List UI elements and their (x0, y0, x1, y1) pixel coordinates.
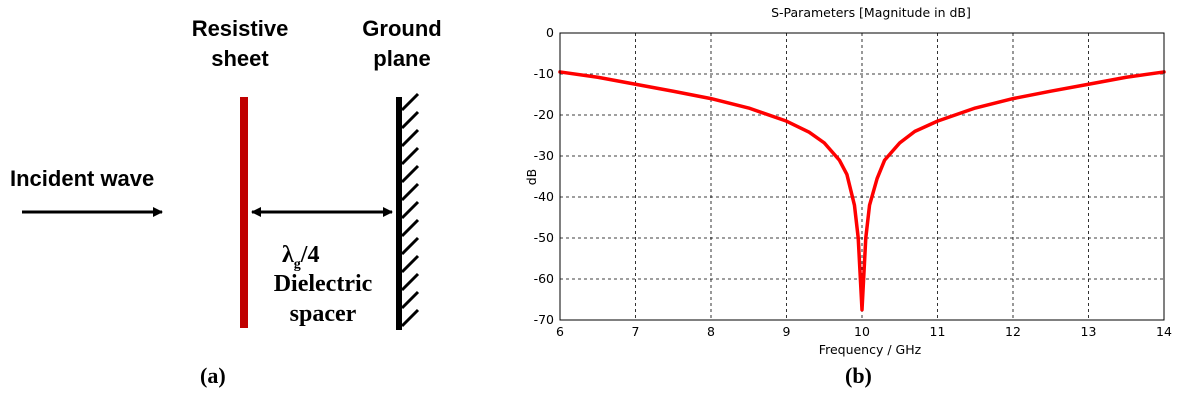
resistive-sheet-label: Resistive sheet (177, 14, 303, 74)
s11-data-point (634, 83, 637, 86)
dielectric-spacer-label-line1: Dielectric (273, 271, 373, 297)
s11-data-point (864, 237, 867, 239)
chart-ticks: 6 7 8 9 10 11 12 13 14 0 -10 -20 -30 -40 -50 -60 -70 (534, 25, 1172, 339)
lambda-symbol: λ (282, 242, 294, 268)
ground-plane-label-line1: Ground (362, 16, 442, 41)
s11-data-point (898, 142, 901, 144)
quarter-wavelength-label: λg/4 (282, 241, 319, 279)
ground-hatch-mark (400, 254, 420, 274)
y-tick-label: -30 (534, 148, 554, 163)
x-tick-label: 12 (1005, 324, 1021, 339)
s11-data-point (1012, 97, 1014, 100)
x-tick-label: 7 (632, 324, 640, 339)
s-parameter-chart-panel: S-Parameters [Magnitude in dB] 6 7 8 9 10 11 1… (505, 0, 1183, 396)
x-tick-label: 10 (854, 324, 870, 339)
ground-hatch-mark (400, 128, 420, 148)
y-tick-label: -40 (534, 189, 554, 204)
y-tick-label: -20 (534, 107, 554, 122)
s11-data-point (936, 120, 939, 122)
x-tick-label: 6 (556, 324, 564, 339)
x-tick-label: 8 (707, 324, 715, 339)
s11-data-point (868, 204, 871, 206)
x-axis-label: Frequency / GHz (819, 342, 922, 357)
ground-plane-label-line2: plane (373, 46, 431, 71)
diagram-shapes (22, 92, 420, 330)
ground-hatch-mark (400, 218, 420, 238)
s11-data-point (823, 142, 826, 144)
s11-data-point (785, 120, 788, 122)
x-tick-label: 14 (1156, 324, 1172, 339)
s11-data-point (808, 131, 810, 134)
plot-frame (559, 32, 1165, 321)
s11-data-point (838, 159, 841, 161)
x-tick-label: 13 (1081, 324, 1097, 339)
x-tick-label: 11 (930, 324, 946, 339)
s11-data-point (596, 76, 599, 79)
ground-plane-label: Ground plane (342, 14, 462, 74)
ground-hatch-mark (400, 110, 420, 130)
s11-data-point (846, 173, 848, 176)
y-tick-label: -70 (534, 312, 554, 327)
s11-data-point (876, 177, 878, 180)
ground-hatch-mark (400, 92, 420, 112)
lambda-fraction: /4 (300, 242, 320, 268)
chart-title: S-Parameters [Magnitude in dB] (771, 5, 971, 20)
s11-data-point (1049, 90, 1052, 93)
absorber-diagram-panel: Resistive sheet Ground plane Incident wa… (0, 0, 500, 396)
dielectric-spacer-label: Dielectric spacer (253, 269, 393, 329)
s11-data-point (1125, 76, 1128, 79)
s11-data-point (853, 204, 856, 206)
s11-data-point (883, 159, 886, 161)
y-tick-label: -50 (534, 230, 554, 245)
resistive-sheet (240, 97, 248, 328)
s11-data-point (710, 97, 712, 100)
ground-hatch-mark (400, 290, 420, 310)
y-tick-label: -60 (534, 271, 554, 286)
s11-data-point (747, 107, 750, 109)
dielectric-spacer-label-line2: spacer (289, 301, 357, 327)
s11-data-point (1087, 83, 1090, 86)
ground-plane-hatching (400, 92, 420, 328)
y-tick-label: 0 (546, 25, 554, 40)
ground-hatch-mark (400, 164, 420, 184)
s11-data-point (914, 130, 916, 133)
s-parameter-chart: S-Parameters [Magnitude in dB] 6 7 8 9 10 11 1… (524, 5, 1172, 357)
incident-wave-label: Incident wave (10, 166, 155, 191)
y-tick-label: -10 (534, 66, 554, 81)
s11-data-point (857, 237, 860, 239)
ground-hatch-mark (400, 146, 420, 166)
ground-hatch-mark (400, 182, 420, 202)
resistive-sheet-label-line1: Resistive (191, 16, 289, 41)
resistive-sheet-label-line2: sheet (211, 46, 269, 71)
ground-plane (396, 92, 420, 330)
caption-a: (a) (200, 363, 226, 388)
ground-hatch-mark (400, 200, 420, 220)
caption-b: (b) (845, 363, 872, 388)
ground-hatch-mark (400, 308, 420, 328)
s11-data-point (672, 90, 675, 93)
ground-hatch-mark (400, 236, 420, 256)
x-tick-label: 9 (783, 324, 791, 339)
ground-hatch-mark (400, 272, 420, 292)
s11-data-point (861, 308, 863, 311)
ground-plane-bar (396, 97, 402, 330)
lambda-subscript: g (293, 256, 301, 272)
y-axis-label: dB (524, 169, 539, 186)
s11-data-point (974, 107, 977, 109)
